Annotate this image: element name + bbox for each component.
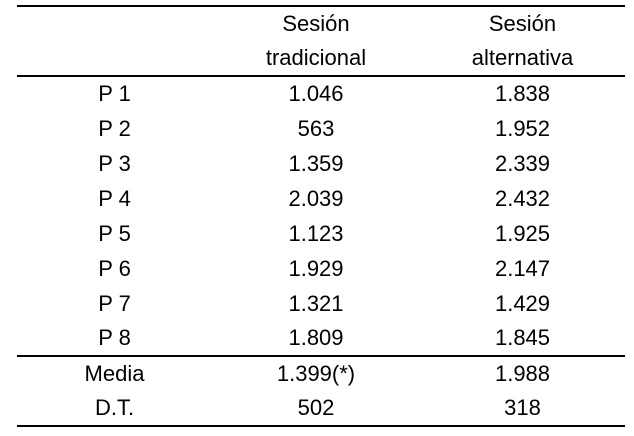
row-label: P 4 (98, 185, 131, 211)
cell-tradicional: 1.321 (288, 290, 344, 316)
table-row: P 3 1.359 2.339 (17, 146, 625, 181)
cell-alternativa: 1.925 (494, 220, 551, 246)
cell-alternativa: 1.988 (494, 361, 551, 386)
summary-row-dt: D.T. 502 318 (17, 391, 625, 426)
header-empty-cell (17, 6, 212, 76)
header-sesion-tradicional: Sesión tradicional (212, 6, 420, 76)
table-row: P 7 1.321 1.429 (17, 286, 625, 321)
cell-alternativa: 2.147 (494, 255, 551, 281)
cell-tradicional: 1.399(*) (276, 361, 356, 386)
cell-alternativa: 1.429 (494, 290, 551, 316)
header-sesion-alternativa-line2: alternativa (471, 45, 574, 70)
cell-alternativa: 2.432 (494, 185, 551, 211)
row-label: P 1 (98, 81, 131, 106)
row-label: P 5 (98, 220, 131, 246)
cell-tradicional: 1.809 (288, 325, 344, 350)
cell-tradicional: 2.039 (288, 185, 344, 211)
table-row: P 8 1.809 1.845 (17, 321, 625, 356)
cell-alternativa: 1.845 (494, 325, 551, 350)
cell-tradicional: 1.123 (288, 220, 344, 246)
table-body: P 1 1.046 1.838 P 2 563 1.952 P 3 1.359 … (17, 76, 625, 426)
table-row: P 6 1.929 2.147 (17, 251, 625, 286)
row-label: P 8 (98, 325, 131, 350)
cell-alternativa: 1.838 (494, 81, 551, 106)
row-label: D.T. (94, 395, 135, 420)
header-sesion-alternativa-line1: Sesión (488, 11, 557, 36)
row-label: Media (84, 361, 145, 386)
table-row: P 1 1.046 1.838 (17, 76, 625, 111)
cell-tradicional: 563 (297, 115, 335, 141)
row-label: P 6 (98, 255, 131, 281)
cell-tradicional: 502 (297, 395, 335, 420)
header-sesion-tradicional-line1: Sesión (282, 11, 350, 36)
header-sesion-tradicional-line2: tradicional (265, 45, 367, 70)
table-row: P 4 2.039 2.432 (17, 181, 625, 216)
table-row: P 5 1.123 1.925 (17, 216, 625, 251)
header-row: Sesión tradicional Sesión alternativa (17, 6, 625, 76)
summary-row-media: Media 1.399(*) 1.988 (17, 356, 625, 391)
row-label: P 7 (98, 290, 131, 316)
row-label: P 3 (98, 150, 131, 176)
results-table: Sesión tradicional Sesión alternativa P … (17, 5, 625, 427)
cell-tradicional: 1.929 (288, 255, 344, 281)
cell-alternativa: 2.339 (494, 150, 551, 176)
cell-tradicional: 1.046 (288, 81, 344, 106)
table-header: Sesión tradicional Sesión alternativa (17, 6, 625, 76)
cell-tradicional: 1.359 (288, 150, 344, 176)
cell-alternativa: 318 (504, 395, 541, 420)
header-sesion-alternativa: Sesión alternativa (420, 6, 625, 76)
table-row: P 2 563 1.952 (17, 111, 625, 146)
cell-alternativa: 1.952 (494, 115, 551, 141)
row-label: P 2 (98, 115, 131, 141)
